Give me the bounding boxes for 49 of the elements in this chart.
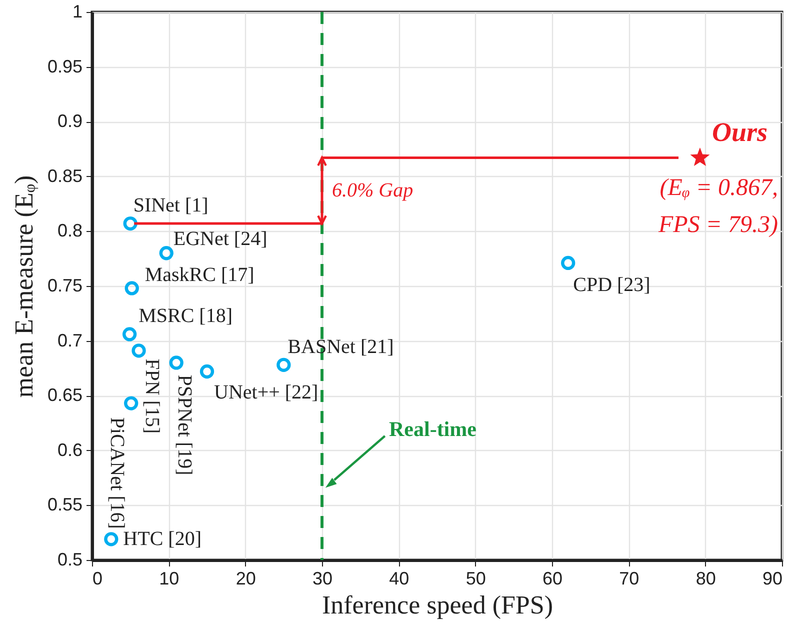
x-tick-label: 90 [762,568,782,588]
y-axis-title: mean E-measure (Eᵩ) [9,175,38,398]
y-tick-label: 0.55 [47,494,82,515]
annotation: BASNet [21] [288,336,394,358]
y-tick-label: 1 [72,2,82,22]
annotation: FPN [15] [140,358,163,434]
x-tick-label: 40 [389,568,410,588]
x-tick-label: 0 [92,568,103,588]
y-tick-label: 0.9 [57,111,82,132]
y-tick-label: 0.95 [47,56,82,76]
point [690,148,710,166]
point [169,356,184,370]
x-tick-label: 20 [236,568,256,588]
y-tick-label: 0.6 [57,440,82,460]
point [104,532,118,546]
annotation: UNet++ [22] [214,381,318,404]
y-tick-label: 0.5 [57,550,82,570]
annotation: 6.0% Gap [332,180,414,202]
point [122,327,137,342]
annotation: MSRC [18] [138,305,232,328]
ref-line-label: Real-time [389,417,476,441]
annotation: PSPNet [19] [173,374,196,476]
x-tick-label: 80 [696,568,716,588]
point [124,281,139,296]
annotation: HTC [20] [123,528,202,550]
y-tick-label: 0.7 [57,330,82,350]
y-tick-label: 0.75 [47,276,82,296]
point [159,246,174,260]
annotation: SINet [1] [133,194,208,217]
x-tick-label: 50 [466,568,486,588]
series-label: Ours [712,116,768,147]
x-tick-label: 60 [542,568,563,588]
annotation: EGNet [24] [173,228,268,250]
y-tick-label: 0.8 [57,220,82,241]
annotation: (Eᵩ = 0.867, FPS = 79.3) [657,174,778,238]
x-tick-label: 70 [619,568,640,588]
point [200,364,214,379]
annotation: MaskRC [17] [144,264,254,286]
y-tick-label: 0.85 [47,166,82,186]
point [561,256,576,270]
annotation: PiCANet [16] [106,417,128,529]
annotation: CPD [23] [573,274,650,296]
y-tick-label: 0.65 [47,385,82,406]
x-tick-label: 10 [159,568,180,588]
x-axis-title: Inference speed (FPS) [322,590,554,620]
x-tick-label: 30 [312,568,333,588]
point [276,358,291,372]
point [132,344,146,358]
point [124,396,138,410]
